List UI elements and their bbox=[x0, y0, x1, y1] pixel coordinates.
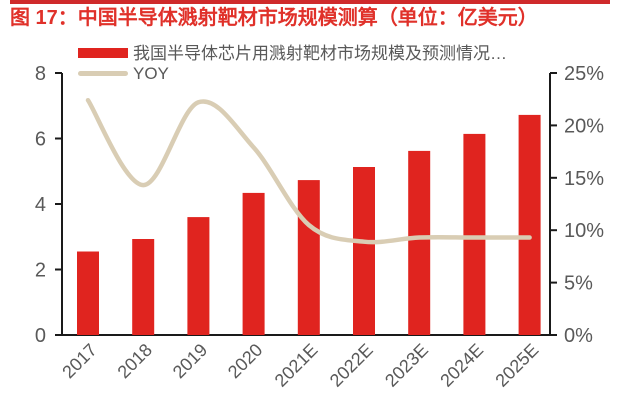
right-axis-tick-label: 0% bbox=[564, 325, 593, 347]
legend-item-yoy: YOY bbox=[78, 63, 169, 83]
x-axis-label-2017: 2017 bbox=[58, 340, 100, 382]
bar-2017 bbox=[77, 251, 99, 335]
title-accent-bar bbox=[10, 0, 610, 4]
left-axis-tick-label: 0 bbox=[35, 325, 46, 347]
left-axis-tick-label: 4 bbox=[35, 194, 46, 216]
legend-label-market-size: 我国半导体芯片用溅射靶材市场规模及预测情况… bbox=[133, 43, 507, 63]
x-axis-label-2018: 2018 bbox=[114, 340, 156, 382]
bar-2024E bbox=[463, 133, 486, 335]
right-axis-tick-label: 15% bbox=[564, 168, 604, 190]
bar-2022E bbox=[353, 167, 375, 335]
left-axis-tick-label: 2 bbox=[35, 260, 46, 282]
x-axis-label-2021E: 2021E bbox=[271, 340, 322, 391]
bar-2023E bbox=[408, 150, 431, 335]
left-axis-tick-label: 6 bbox=[35, 129, 46, 151]
figure-title: 图 17：中国半导体溅射靶材市场规模测算（单位：亿美元） bbox=[10, 7, 538, 29]
x-axis-label-2025E: 2025E bbox=[491, 340, 542, 391]
right-axis-tick-label: 10% bbox=[564, 220, 604, 242]
x-axis-label-2024E: 2024E bbox=[436, 340, 487, 391]
right-axis-tick-label: 5% bbox=[564, 273, 593, 295]
yoy-line bbox=[85, 97, 532, 245]
x-axis-label-2023E: 2023E bbox=[381, 340, 432, 391]
bar-2019 bbox=[187, 217, 210, 335]
bar-2020 bbox=[242, 192, 265, 335]
line-series-swatch bbox=[78, 70, 128, 76]
bar-2021E bbox=[297, 180, 320, 335]
x-axis-label-2019: 2019 bbox=[169, 340, 211, 382]
legend-item-market-size: 我国半导体芯片用溅射靶材市场规模及预测情况… bbox=[78, 42, 507, 64]
bar-series-swatch bbox=[78, 48, 128, 58]
bar-2025E bbox=[518, 114, 541, 336]
bar-2018 bbox=[132, 239, 155, 335]
x-axis-label-2022E: 2022E bbox=[326, 340, 377, 391]
legend-label-yoy: YOY bbox=[133, 63, 169, 83]
right-axis-tick-label: 20% bbox=[564, 115, 604, 137]
x-axis-label-2020: 2020 bbox=[224, 340, 266, 382]
left-axis-tick-label: 8 bbox=[35, 63, 46, 85]
right-axis-tick-label: 25% bbox=[564, 63, 604, 85]
